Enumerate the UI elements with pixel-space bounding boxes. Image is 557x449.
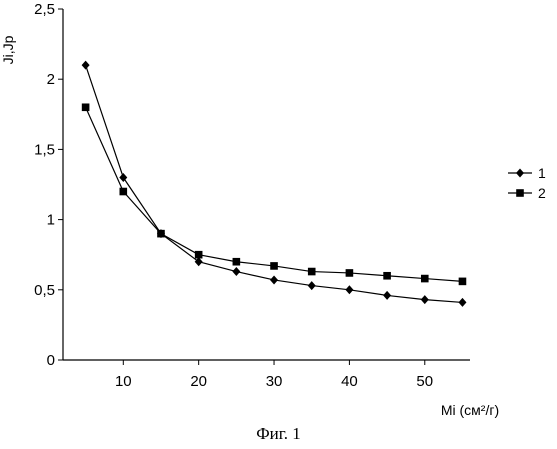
x-tick-label: 10 [115, 373, 132, 390]
series-2-point [119, 188, 127, 196]
x-axis-label: Mi (см²/г) [441, 402, 499, 418]
series-markers [82, 61, 467, 307]
series-1-point [195, 257, 203, 266]
series-2-point [308, 268, 316, 276]
y-tick-label: 0 [47, 352, 55, 369]
legend-marker-1 [516, 169, 524, 178]
x-tick-label: 20 [190, 373, 207, 390]
series-2-point [270, 262, 278, 270]
series-1-point [383, 291, 391, 300]
y-tick-label: 2 [47, 71, 55, 88]
series-1-point [345, 285, 353, 294]
x-tick-label: 40 [341, 373, 358, 390]
axes [63, 9, 470, 360]
y-axis-label: Ji,Jp [0, 35, 16, 64]
y-ticks: 0 0,5 1 1,5 2 2,5 [34, 1, 63, 369]
legend-label-2: 2 [538, 185, 546, 201]
y-tick-label: 1,5 [34, 141, 55, 158]
legend: 12 [508, 165, 546, 201]
series-1-point [421, 295, 429, 304]
x-ticks: 10 20 30 40 50 [115, 360, 433, 390]
series-2-point [421, 275, 429, 283]
figure-caption: Фиг. 1 [0, 424, 557, 444]
series-2-point [195, 251, 203, 259]
x-tick-label: 30 [266, 373, 283, 390]
series-2-point [383, 272, 391, 280]
legend-marker-2 [516, 189, 524, 197]
y-tick-label: 0,5 [34, 282, 55, 299]
series-1-point [82, 61, 90, 70]
y-tick-label: 1 [47, 212, 55, 229]
y-tick-label: 2,5 [34, 1, 55, 18]
series-2-point [346, 269, 354, 277]
series-1-point [458, 298, 466, 307]
series-1-point [232, 267, 240, 276]
line-chart: 0 0,5 1 1,5 2 2,5 10 20 30 40 50 Ji,Jp Mi (см²/г)… [0, 0, 557, 420]
series-2-line [86, 107, 463, 281]
legend-label-1: 1 [538, 165, 546, 181]
series-1-point [270, 275, 278, 284]
series-2-point [459, 278, 467, 286]
series-2-point [233, 258, 241, 266]
x-tick-label: 50 [416, 373, 433, 390]
series-2-point [82, 103, 90, 111]
series-1-point [308, 281, 316, 290]
series-2-point [157, 230, 165, 238]
